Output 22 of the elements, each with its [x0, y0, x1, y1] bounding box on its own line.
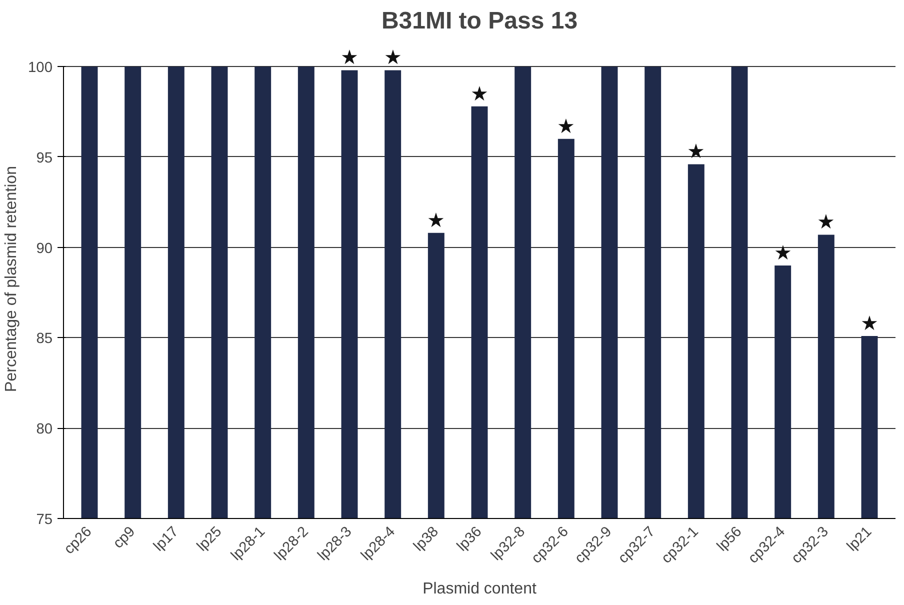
data-label: ★	[384, 47, 402, 70]
data-label: ★	[557, 116, 576, 138]
data-label: ★	[340, 47, 358, 70]
data-label: ★	[470, 83, 488, 106]
x-tick-label: lp36	[454, 524, 486, 555]
y-tick-label: 80	[36, 422, 53, 438]
data-label: ★	[860, 312, 878, 335]
x-tick-label: lp56	[714, 524, 746, 555]
data-label: ★	[427, 210, 446, 232]
chart-title: B31MI to Pass 13	[381, 8, 578, 34]
y-tick-label: 100	[28, 60, 53, 76]
y-axis-title: Percentage of plasmid retention	[3, 166, 20, 392]
x-axis-title: Plasmid content	[422, 580, 537, 598]
x-tick-label: lp21	[844, 524, 876, 555]
y-tick-label: 95	[36, 150, 53, 166]
data-label: ★	[774, 242, 792, 264]
y-tick-label: 85	[36, 331, 53, 348]
data-label: ★	[817, 212, 836, 234]
x-tick-label: lp38	[410, 524, 442, 555]
y-tick-label: 90	[36, 240, 53, 257]
y-tick-label: 75	[36, 512, 53, 528]
x-tick-label: cp9	[110, 524, 138, 552]
